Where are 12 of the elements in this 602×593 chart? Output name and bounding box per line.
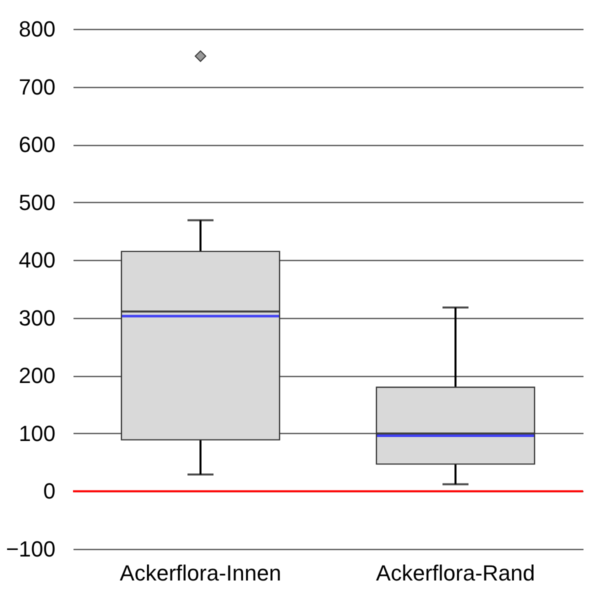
y-tick-label: 400 xyxy=(18,248,56,273)
y-tick-label: 0 xyxy=(43,478,56,504)
y-tick-label: 800 xyxy=(18,16,56,42)
x-tick-label: Ackerflora-Innen xyxy=(120,560,282,586)
x-tick-label: Ackerflora-Rand xyxy=(376,560,535,586)
y-tick-label: 700 xyxy=(18,74,56,100)
y-tick-label: −100 xyxy=(6,536,56,562)
y-tick-label: 100 xyxy=(18,420,56,446)
y-tick-label: 300 xyxy=(18,305,56,330)
y-tick-label: 200 xyxy=(18,363,56,388)
y-tick-label: 500 xyxy=(18,190,56,215)
y-tick-label: 600 xyxy=(18,132,56,158)
